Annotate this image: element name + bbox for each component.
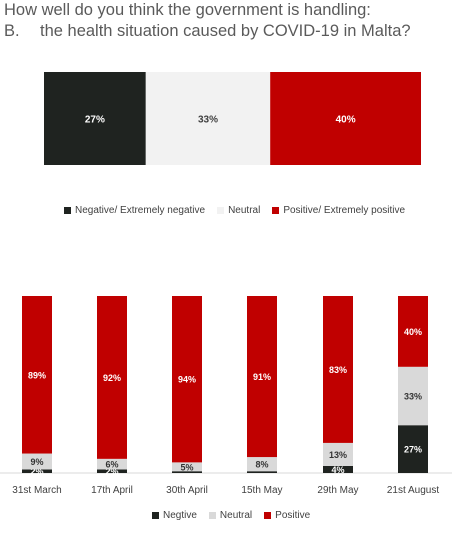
trend-label-15th-may-neutral: 8% (255, 460, 268, 470)
legend-swatch-positive (272, 207, 280, 214)
trend-label-31st-march-positive: 89% (28, 370, 46, 380)
trend-bar-15th-may-neutral (247, 457, 277, 472)
trend-bar-30th-april-negative (172, 471, 202, 473)
legend-label-positive: Positive/ Extremely positive (283, 205, 406, 216)
trend-label-30th-april-positive: 94% (178, 375, 196, 385)
overall-bar-label-negative: 27% (85, 115, 105, 126)
trend-label-21st-august-positive: 40% (404, 327, 422, 337)
trend-legend-item-positive: Positive (264, 510, 310, 521)
trend-category-21st-august: 21st August (387, 485, 439, 496)
overall-bar-label-neutral: 33% (198, 115, 218, 126)
trend-bar-29th-may-negative (323, 465, 353, 473)
legend-item-negative: Negative/ Extremely negative (64, 205, 205, 216)
trend-legend-swatch-negative (152, 512, 159, 519)
trend-label-17th-april-negative: 2% (105, 467, 118, 477)
trend-legend-label-positive: Positive (275, 510, 311, 521)
trend-bar-31st-march-negative (22, 469, 52, 473)
trend-bar-17th-april-positive (97, 296, 127, 459)
trend-bar-31st-march-neutral (22, 453, 52, 470)
question-text: the health situation caused by COVID-19 … (40, 22, 411, 40)
trend-category-29th-may: 29th May (317, 485, 358, 496)
trend-legend-swatch-positive (264, 512, 272, 519)
trend-legend-item-negative: Negtive (152, 510, 197, 521)
trend-label-21st-august-neutral: 33% (404, 392, 422, 402)
legend-item-neutral: Neutral (217, 205, 260, 216)
trend-label-17th-april-neutral: 6% (105, 460, 118, 470)
trend-label-17th-april-positive: 92% (103, 373, 121, 383)
trend-bar-29th-may-positive (323, 296, 353, 443)
trend-label-31st-march-negative: 2% (30, 467, 43, 477)
overall-bar-segment-neutral (145, 72, 271, 165)
legend-swatch-negative (64, 207, 71, 214)
trend-label-29th-may-positive: 83% (329, 365, 347, 375)
legend-item-positive: Positive/ Extremely positive (272, 205, 405, 216)
overall-bar-segment-negative (44, 72, 146, 165)
legend-label-negative: Negative/ Extremely negative (75, 205, 206, 216)
overall-legend: Negative/ Extremely negative Neutral Pos… (64, 205, 417, 216)
trend-label-29th-may-negative: 4% (331, 465, 344, 475)
trend-bar-30th-april-positive (172, 296, 202, 463)
question-line-1: How well do you think the government is … (4, 1, 371, 19)
trend-legend-swatch-neutral (208, 512, 216, 519)
trend-category-15th-may: 15th May (241, 485, 282, 496)
trend-bar-29th-may-neutral (323, 442, 353, 466)
trend-bar-17th-april-negative (97, 469, 127, 473)
trend-label-30th-april-neutral: 5% (180, 462, 193, 472)
trend-bar-31st-march-positive (22, 296, 52, 454)
trend-bar-17th-april-neutral (97, 458, 127, 470)
overall-bar-segment-positive (270, 72, 421, 165)
trend-label-15th-may-positive: 91% (253, 372, 271, 382)
trend-category-30th-april: 30th April (166, 485, 208, 496)
trend-bar-15th-may-negative (247, 471, 277, 473)
trend-label-21st-august-negative: 27% (404, 445, 422, 455)
legend-label-neutral: Neutral (228, 205, 261, 216)
trend-bar-21st-august-neutral (398, 366, 428, 426)
trend-legend-label-neutral: Neutral (219, 510, 253, 521)
overall-bar-label-positive: 40% (336, 115, 356, 126)
question-title: How well do you think the government is … (4, 0, 466, 42)
trend-legend-item-neutral: Neutral (208, 510, 253, 521)
trend-bar-15th-may-positive (247, 296, 277, 458)
legend-swatch-neutral (217, 207, 225, 214)
trend-category-17th-april: 17th April (91, 485, 133, 496)
trend-legend: Negtive Neutral Positive (152, 510, 322, 521)
trend-category-31st-march: 31st March (12, 485, 61, 496)
question-line-2: B. the health situation caused by COVID-1… (4, 21, 466, 42)
trend-bar-21st-august-negative (398, 425, 428, 473)
trend-label-31st-march-neutral: 9% (30, 457, 43, 467)
trend-legend-label-negative: Negtive (163, 510, 197, 521)
trend-bar-21st-august-positive (398, 296, 428, 367)
trend-bar-30th-april-neutral (172, 462, 202, 472)
question-letter: B. (4, 22, 20, 40)
trend-label-29th-may-neutral: 13% (329, 450, 347, 460)
